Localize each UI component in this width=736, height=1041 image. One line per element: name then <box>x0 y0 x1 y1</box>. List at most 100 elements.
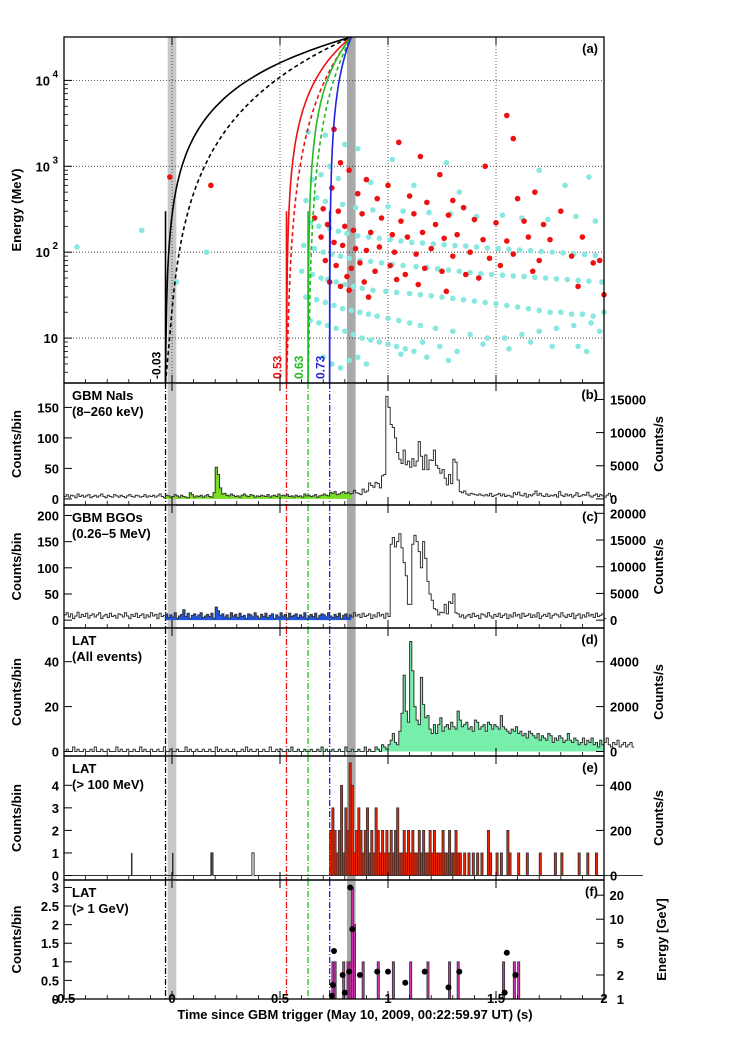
photon-point-red <box>365 294 372 300</box>
photon-point-cyan <box>586 174 592 180</box>
y-tick-label: 40 <box>45 655 59 670</box>
photon-point-cyan <box>579 311 586 317</box>
y-tick-label: 150 <box>37 535 59 550</box>
photon-energy-point <box>356 971 363 978</box>
photon-energy-point <box>374 968 381 975</box>
photon-energy-point <box>339 971 346 978</box>
histogram-bar <box>560 852 564 876</box>
photon-point-cyan <box>536 328 542 335</box>
photon-point-cyan <box>545 216 551 223</box>
photon-point-cyan <box>549 249 555 255</box>
photon-point-red <box>363 247 370 254</box>
right-tick-label: 10000 <box>610 560 646 575</box>
y-axis-title: Counts/bin <box>9 533 24 601</box>
photon-point-cyan <box>573 213 579 220</box>
photon-point-cyan <box>521 273 527 280</box>
photon-point-cyan <box>346 357 352 364</box>
photon-point-cyan <box>417 291 424 298</box>
photon-point-red <box>424 199 430 206</box>
right-tick-label: 2 <box>617 968 624 983</box>
y-tick-label: 0.5 <box>41 973 59 988</box>
photon-point-cyan <box>393 289 400 296</box>
photon-point-red <box>337 159 344 166</box>
photon-point-cyan <box>370 207 376 213</box>
photon-point-cyan <box>516 247 523 253</box>
photon-point-red <box>378 215 385 221</box>
photon-point-red <box>443 288 450 295</box>
photon-energy-point <box>456 968 463 975</box>
photon-point-cyan <box>374 313 381 319</box>
y-axis-title: Counts/bin <box>9 410 24 478</box>
photon-point-red <box>450 197 456 204</box>
photon-point-cyan <box>354 354 361 360</box>
histogram-bar <box>489 852 493 876</box>
photon-point-cyan <box>367 337 374 343</box>
photon-point-cyan <box>473 244 480 250</box>
y-tick-label: 100 <box>37 431 59 446</box>
photon-point-cyan <box>313 296 320 303</box>
histogram-bar <box>525 852 529 876</box>
photon-point-red <box>348 265 355 272</box>
photon-point-red <box>318 234 324 240</box>
lag-curve <box>285 36 352 384</box>
y-tick-label: 150 <box>37 400 59 415</box>
shaded-band <box>346 37 356 383</box>
photon-point-cyan <box>564 276 571 283</box>
photon-point-cyan <box>400 208 406 215</box>
histogram-bar <box>172 852 174 876</box>
photon-point-red <box>372 268 378 275</box>
histogram-bar <box>467 852 471 876</box>
photon-point-red <box>333 262 339 269</box>
photon-point-red <box>441 235 447 242</box>
photon-point-cyan <box>354 145 361 152</box>
photon-point-red <box>428 245 435 252</box>
photon-point-cyan <box>506 346 512 352</box>
y-tick-label: 50 <box>45 587 59 602</box>
histogram-bar <box>508 852 512 876</box>
photon-energy-point <box>385 968 391 975</box>
photon-energy-point <box>349 926 356 933</box>
photon-point-red <box>406 193 413 199</box>
photon-point-cyan <box>484 245 491 251</box>
right-tick-label: 0 <box>610 492 617 507</box>
photon-point-cyan <box>430 241 437 247</box>
photon-point-cyan <box>525 305 532 312</box>
y-tick-exponent: 4 <box>52 69 58 80</box>
photon-point-cyan <box>337 365 344 371</box>
photon-point-cyan <box>560 250 566 256</box>
photon-point-cyan <box>398 351 404 357</box>
photon-point-red <box>167 174 173 180</box>
photon-point-cyan <box>419 339 426 345</box>
panel-tag: (e) <box>582 760 598 775</box>
photon-point-red <box>445 212 452 218</box>
photon-point-cyan <box>445 357 452 364</box>
photon-point-cyan <box>318 171 324 178</box>
photon-point-cyan <box>452 242 458 249</box>
right-tick-label: 10000 <box>610 426 646 441</box>
panel-title: (8–260 keV) <box>72 404 144 419</box>
photon-point-red <box>331 239 337 246</box>
panel-title: (0.26–5 MeV) <box>72 526 151 541</box>
photon-energy-point <box>331 947 337 954</box>
panel-title: (> 1 GeV) <box>72 901 129 916</box>
photon-energy-point <box>512 971 519 978</box>
lag-curve <box>164 36 352 384</box>
right-tick-label: 400 <box>610 778 632 793</box>
shaded-band <box>167 880 177 999</box>
histogram-bar <box>458 852 462 876</box>
panel-b: 0 50 100 150 0 5000 10000 15000 GBM NaIs(8–260 k… <box>9 382 666 507</box>
photon-point-cyan <box>558 309 564 316</box>
photon-point-red <box>439 268 445 275</box>
photon-point-cyan <box>467 269 473 276</box>
marker-label: 0.73 <box>314 355 328 379</box>
histogram-line <box>64 641 635 752</box>
histogram-fill <box>286 641 604 752</box>
photon-point-cyan <box>462 243 469 249</box>
right-tick-label: 0 <box>610 613 617 628</box>
histogram-bar <box>365 807 369 876</box>
photon-point-cyan <box>339 201 346 208</box>
photon-point-cyan <box>495 245 501 252</box>
histogram-bar <box>130 852 133 876</box>
photon-point-cyan <box>504 302 510 309</box>
